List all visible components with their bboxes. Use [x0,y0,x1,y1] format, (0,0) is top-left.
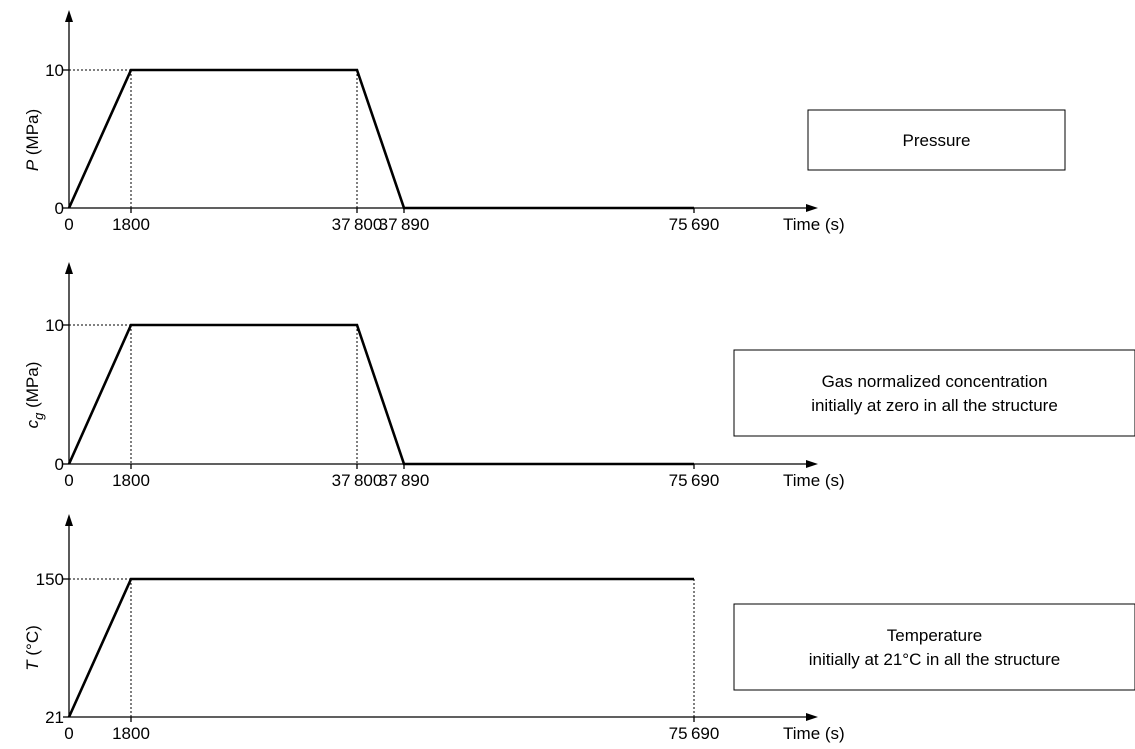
annotation-box [807,109,1066,171]
annotation-box [733,349,1135,437]
x-tick-label: 37 800 [332,471,383,490]
x-tick-label: 0 [64,215,73,234]
x-tick-label: 75 690 [669,215,720,234]
y-tick-label: 150 [36,570,64,589]
y-axis-label: P (MPa) [23,109,42,171]
panel-3: 21 150 0 1800 75 690 Time (s) T (°C) Temperatur… [23,514,1135,743]
x-tick-label: 0 [64,471,73,490]
annotation-text: initially at 21°C in all the structure [809,650,1061,669]
x-tick-label: 1800 [112,215,150,234]
y-tick-label: 0 [55,455,64,474]
x-tick-label: 1800 [112,724,150,743]
x-axis-arrow [806,713,818,721]
x-axis-label: Time (s) [783,724,845,743]
x-tick-label: 75 690 [669,724,720,743]
x-axis-label: Time (s) [783,471,845,490]
y-axis-arrow [65,262,73,274]
annotation-box [733,603,1135,691]
series-line [67,68,694,210]
annotation-text: Temperature [887,626,982,645]
x-tick-label: 0 [64,724,73,743]
y-axis-label: T (°C) [23,625,42,671]
series-line [67,577,694,718]
x-tick-label: 37 800 [332,215,383,234]
y-axis-arrow [65,10,73,22]
annotation-text: Pressure [902,131,970,150]
y-tick-label: 21 [45,708,64,727]
y-tick-label: 0 [55,199,64,218]
y-axis-arrow [65,514,73,526]
y-tick-label: 10 [45,61,64,80]
x-axis-arrow [806,460,818,468]
x-tick-label: 1800 [112,471,150,490]
x-tick-label: 37 890 [379,471,430,490]
x-axis-label: Time (s) [783,215,845,234]
y-axis-label: cg (MPa) [23,362,46,429]
annotation-text: initially at zero in all the structure [811,396,1058,415]
y-tick-label: 10 [45,316,64,335]
series-line [67,323,694,466]
x-tick-label: 37 890 [379,215,430,234]
x-axis-arrow [806,204,818,212]
x-tick-label: 75 690 [669,471,720,490]
annotation-text: Gas normalized concentration [822,372,1048,391]
